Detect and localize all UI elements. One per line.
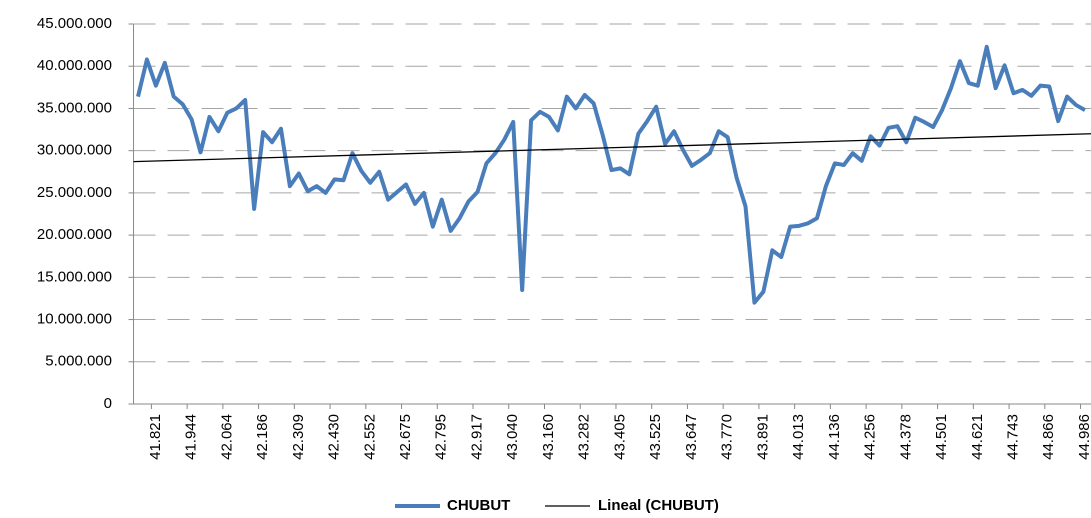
x-tick-label: 42.917 — [468, 414, 485, 460]
trend-line — [133, 133, 1091, 163]
x-tick-label: 42.675 — [397, 414, 414, 460]
legend-label: Lineal (CHUBUT) — [598, 497, 719, 514]
y-tick-label: 40.000.000 — [37, 57, 112, 74]
x-tick-label: 42.309 — [290, 414, 307, 460]
y-tick-label: 35.000.000 — [37, 99, 112, 116]
x-tick-label: 42.795 — [433, 414, 450, 460]
y-tick-label: 15.000.000 — [37, 268, 112, 285]
y-tick-label: 5.000.000 — [45, 353, 112, 370]
x-tick-label: 43.160 — [540, 414, 557, 460]
x-tick-label: 42.064 — [218, 414, 235, 460]
y-tick-label: 20.000.000 — [37, 226, 112, 243]
x-tick-label: 44.013 — [790, 414, 807, 460]
x-tick-label: 43.405 — [611, 414, 628, 460]
y-tick-label: 45.000.000 — [37, 15, 112, 32]
x-tick-label: 43.525 — [647, 414, 664, 460]
legend-label: CHUBUT — [447, 497, 510, 514]
y-tick-label: 30.000.000 — [37, 142, 112, 159]
x-tick-label: 42.430 — [326, 414, 343, 460]
data-line — [136, 44, 1086, 305]
x-tick-label: 43.282 — [576, 414, 593, 460]
x-tick-label: 41.821 — [147, 414, 164, 460]
x-tick-label: 44.256 — [862, 414, 879, 460]
y-tick-label: 25.000.000 — [37, 184, 112, 201]
x-tick-label: 44.743 — [1004, 414, 1021, 460]
x-tick-label: 44.621 — [969, 414, 986, 460]
x-tick-label: 44.378 — [897, 414, 914, 460]
x-tick-label: 44.866 — [1040, 414, 1057, 460]
x-tick-label: 44.501 — [933, 414, 950, 460]
x-tick-label: 44.136 — [826, 414, 843, 460]
x-tick-label: 44.986 — [1076, 414, 1091, 460]
x-tick-label: 41.944 — [183, 414, 200, 460]
x-tick-label: 42.552 — [361, 414, 378, 460]
x-tick-label: 43.040 — [504, 414, 521, 460]
x-tick-label: 43.770 — [719, 414, 736, 460]
x-tick-label: 43.891 — [754, 414, 771, 460]
x-tick-label: 43.647 — [683, 414, 700, 460]
y-tick-label: 0 — [104, 395, 112, 412]
y-tick-label: 10.000.000 — [37, 311, 112, 328]
x-tick-label: 42.186 — [254, 414, 271, 460]
